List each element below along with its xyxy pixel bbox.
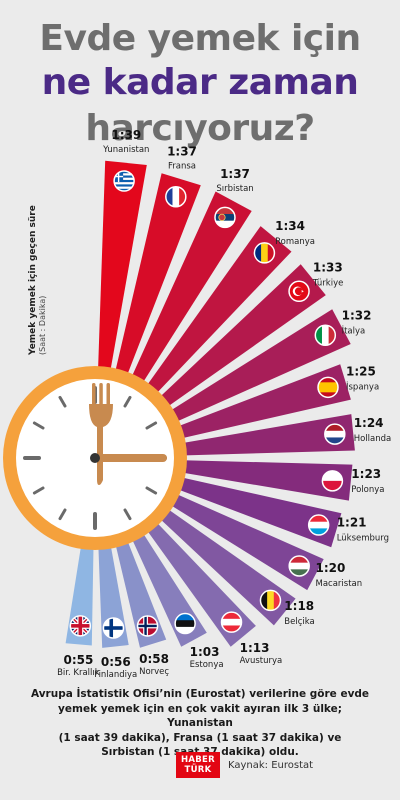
title-line-3: harcıyoruz? [85, 108, 315, 149]
estonia-flag-icon [174, 612, 196, 635]
footer-text: Avrupa İstatistik Ofisi’nin (Eurostat) v… [24, 687, 376, 760]
country-label: Belçika [284, 617, 314, 627]
netherlands-flag-icon [324, 423, 346, 445]
country-label: Yunanistan [102, 145, 149, 155]
value-label: 0:56 [101, 655, 131, 669]
footer-line-3: (1 saat 39 dakika), Fransa (1 saat 37 da… [58, 731, 342, 744]
bars-group [65, 160, 355, 648]
value-label: 0:58 [139, 652, 169, 666]
country-label: Macaristan [316, 579, 363, 589]
axis-label: Yemek yemek için geçen süre (Saat : Daki… [28, 205, 47, 355]
country-label: İspanya [346, 382, 379, 393]
value-label: 1:37 [220, 167, 250, 181]
bar-netherlands [154, 414, 355, 457]
bar-finland [97, 517, 129, 648]
romania-flag-icon [253, 242, 276, 264]
bar-austria [130, 501, 256, 647]
luxembourg-flag-icon [307, 514, 330, 536]
fork-hand [89, 383, 113, 485]
bar-romania [129, 226, 292, 415]
turkey-flag-icon [288, 280, 310, 303]
country-label: Sırbistan [216, 184, 253, 194]
poland-flag-icon [321, 470, 344, 492]
value-label: 1:33 [313, 261, 343, 275]
country-label: Polonya [351, 485, 384, 495]
austria-flag-icon [220, 611, 243, 633]
value-label: 1:25 [346, 365, 376, 379]
source-text: Kaynak: Eurostat [228, 760, 314, 771]
france-flag-icon [165, 185, 187, 208]
greece-flag-icon [113, 170, 135, 192]
finland-flag-icon [102, 617, 125, 639]
value-label: 1:20 [316, 561, 346, 575]
country-label: Bir. Krallık [57, 668, 100, 678]
axis-label-unit: (Saat : Dakika) [38, 295, 47, 355]
bar-turkey [138, 264, 326, 424]
footer-line-2: yemek yemek için en çok vakit ayıran ilk… [58, 702, 342, 730]
clock-with-fork-icon [3, 366, 187, 550]
value-label: 1:03 [190, 645, 220, 659]
value-label: 1:18 [284, 599, 314, 613]
belgium-flag-icon [259, 589, 282, 612]
bar-belgium [138, 492, 296, 626]
bar-spain [151, 364, 351, 445]
minute-hand [95, 454, 167, 462]
uk-flag-icon [69, 615, 92, 637]
country-label: Türkiye [312, 279, 343, 289]
bar-estonia [119, 508, 207, 647]
footer-line-1: Avrupa İstatistik Ofisi’nin (Eurostat) v… [30, 688, 370, 700]
logo-line-1: HABER [180, 755, 216, 765]
country-label: Romanya [275, 237, 315, 247]
value-label: 1:24 [354, 416, 384, 430]
value-label: 1:23 [351, 467, 381, 481]
value-label: 0:55 [63, 653, 93, 667]
value-label: 1:21 [337, 516, 367, 530]
value-label: 1:34 [275, 219, 305, 233]
country-label: Hollanda [354, 434, 392, 444]
bar-france [108, 173, 201, 403]
value-label: 1:13 [240, 641, 270, 655]
italy-flag-icon [314, 324, 337, 346]
bar-poland [154, 459, 353, 501]
country-label: Lüksemburg [337, 534, 389, 544]
country-label: Finlandiya [94, 670, 137, 680]
value-label: 1:37 [167, 145, 197, 159]
logo-line-2: TÜRK [184, 765, 212, 775]
hungary-flag-icon [288, 555, 310, 577]
bar-italy [145, 309, 351, 434]
country-label: Norveç [139, 667, 169, 677]
country-label: Avusturya [240, 656, 283, 666]
title-line-1: Evde yemek için [39, 18, 361, 59]
title-line-2: ne kadar zaman [41, 62, 359, 103]
bar-serbia [119, 191, 252, 408]
bar-hungary [145, 482, 324, 591]
value-label: 1:39 [111, 128, 141, 142]
bar-greece [97, 160, 147, 399]
haberturk-logo: HABER TÜRK [176, 752, 220, 778]
axis-label-main: Yemek yemek için geçen süre [28, 205, 38, 355]
clock-center [90, 453, 100, 463]
labels-group: 1:39 Yunanistan 1:37 Fransa 1:37 Sırbistan 1:3… [57, 128, 391, 680]
value-label: 1:32 [342, 308, 372, 322]
spain-flag-icon [317, 376, 339, 399]
bar-norway [108, 513, 167, 648]
bar-luxembourg [151, 471, 342, 548]
country-label: Fransa [168, 162, 196, 172]
norway-flag-icon [136, 615, 159, 637]
country-label: Estonya [190, 660, 224, 670]
serbia-flag-icon [214, 206, 236, 229]
country-label: İtalya [342, 325, 366, 336]
